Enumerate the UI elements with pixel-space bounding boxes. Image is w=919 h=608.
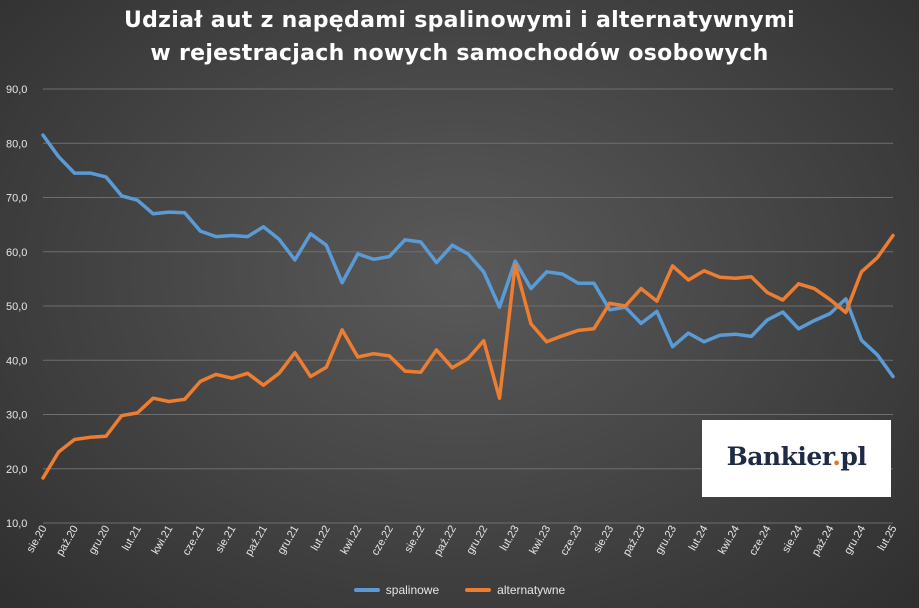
legend-item-spalinowe: spalinowe bbox=[353, 583, 440, 597]
legend-label-spalinowe: spalinowe bbox=[385, 583, 440, 597]
bankier-logo: Bankier.pl bbox=[702, 420, 891, 497]
x-tick-label: paź.21 bbox=[243, 524, 270, 559]
y-tick-label: 30,0 bbox=[6, 410, 27, 422]
x-tick-label: gru.20 bbox=[87, 524, 113, 557]
x-tick-label: lut.23 bbox=[498, 524, 522, 553]
x-tick-label: paź.24 bbox=[810, 524, 837, 559]
x-tick-label: paź.23 bbox=[621, 524, 648, 559]
x-tick-label: cze.23 bbox=[558, 524, 585, 558]
x-tick-label: kwi.24 bbox=[716, 524, 742, 557]
x-tick-label: lut.22 bbox=[309, 524, 333, 553]
x-tick-label: paź.20 bbox=[54, 524, 81, 559]
y-tick-label: 50,0 bbox=[6, 301, 27, 313]
x-tick-label: kwi.23 bbox=[527, 524, 553, 557]
chart-legend: spalinowe alternatywne bbox=[0, 583, 919, 597]
x-tick-label: lut.24 bbox=[687, 524, 711, 553]
x-tick-label: cze.21 bbox=[180, 524, 207, 558]
x-tick-label: kwi.21 bbox=[150, 524, 176, 557]
chart-subtitle: w rejestracjach nowych samochodów osobow… bbox=[150, 41, 769, 66]
x-tick-label: gru.23 bbox=[653, 524, 679, 557]
series-line-spalinowe bbox=[41, 133, 895, 379]
x-tick-label: sie.24 bbox=[780, 524, 805, 555]
y-tick-label: 10,0 bbox=[6, 518, 27, 530]
legend-swatch-spalinowe bbox=[353, 588, 380, 592]
x-tick-label: gru.22 bbox=[464, 524, 490, 557]
x-tick-label: sie.21 bbox=[213, 524, 238, 555]
x-tick-label: cze.24 bbox=[747, 524, 774, 558]
x-tick-label: cze.22 bbox=[369, 524, 396, 558]
x-tick-label: gru.24 bbox=[842, 524, 868, 557]
x-tick-label: lut.21 bbox=[120, 524, 144, 553]
y-tick-label: 90,0 bbox=[6, 84, 27, 96]
x-tick-label: sie.23 bbox=[591, 524, 616, 555]
x-tick-label: sie.22 bbox=[402, 524, 427, 555]
chart-title: Udział aut z napędami spalinowymi i alte… bbox=[123, 8, 796, 33]
x-tick-label: sie.20 bbox=[25, 524, 50, 555]
legend-label-alternatywne: alternatywne bbox=[497, 583, 566, 597]
y-tick-label: 60,0 bbox=[6, 247, 27, 259]
y-tick-label: 20,0 bbox=[6, 464, 27, 476]
y-tick-label: 80,0 bbox=[6, 138, 27, 150]
series-line-alternatywne bbox=[41, 233, 895, 480]
x-tick-label: kwi.22 bbox=[338, 524, 364, 557]
legend-swatch-alternatywne bbox=[465, 588, 492, 592]
legend-item-alternatywne: alternatywne bbox=[465, 583, 565, 597]
x-tick-label: gru.21 bbox=[275, 524, 301, 557]
y-tick-label: 40,0 bbox=[6, 355, 27, 367]
y-tick-label: 70,0 bbox=[6, 193, 27, 205]
x-tick-label: lut.25 bbox=[876, 524, 900, 553]
bankier-logo-text: Bankier.pl bbox=[726, 442, 867, 471]
x-tick-label: paź.22 bbox=[432, 524, 459, 559]
